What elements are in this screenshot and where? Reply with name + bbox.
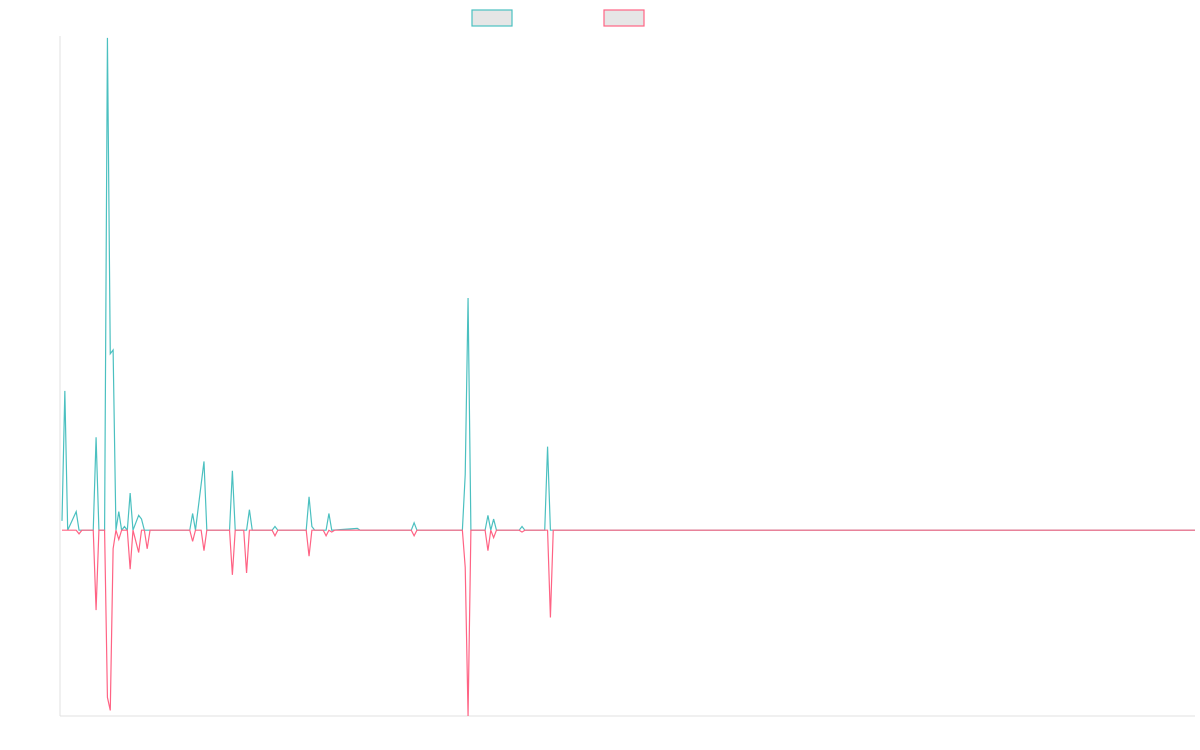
series-line-1 bbox=[61, 37, 1195, 532]
legend-swatch-series-2[interactable] bbox=[603, 9, 645, 27]
series-line-2 bbox=[62, 529, 1195, 717]
legend-swatch-series-1[interactable] bbox=[471, 9, 513, 27]
series-layer bbox=[61, 37, 1195, 717]
legend bbox=[471, 9, 645, 27]
